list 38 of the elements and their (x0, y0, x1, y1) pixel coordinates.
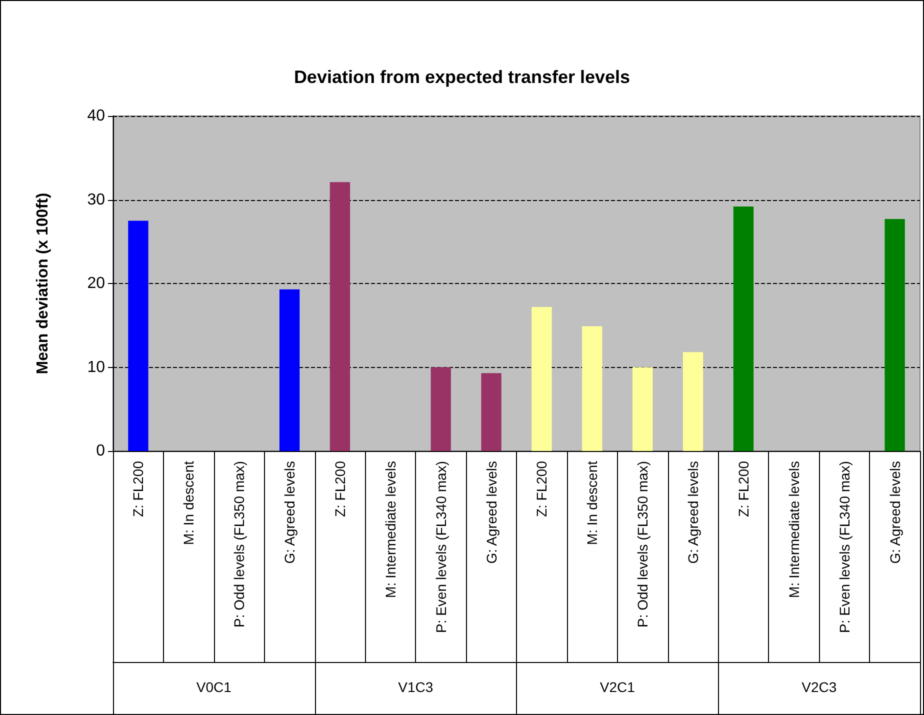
y-tick-label: 40 (87, 108, 106, 124)
x-tick-label: G: Agreed levels (886, 461, 903, 564)
x-tick-label: Z: FL200 (130, 460, 146, 518)
x-tick-label: M: In descent (584, 460, 600, 546)
text: V1C3 (398, 679, 434, 695)
x-tick-label: P: Even levels (FL340 max) (432, 461, 449, 633)
chart-title: Deviation from expected transfer levels (294, 67, 630, 87)
bar (884, 219, 905, 451)
x-tick-label: M: Intermediate levels (382, 461, 398, 598)
bar (128, 220, 148, 451)
y-axis-title: Mean deviation (x 100ft) (34, 192, 52, 374)
x-tick-label: P: Odd levels (FL350 max) (634, 461, 651, 628)
text: V2C3 (802, 679, 837, 695)
bar (532, 306, 552, 451)
bar (330, 182, 350, 451)
x-tick-label: P: Even levels (FL340 max) (836, 461, 852, 633)
x-tick-label: Z: FL200 (534, 460, 550, 518)
text: V2C1 (600, 679, 636, 695)
bar (632, 367, 653, 451)
x-tick-label: M: Intermediate levels (786, 461, 802, 598)
x-tick-label: G: Agreed levels (282, 461, 298, 564)
x-tick-label: Z: FL200 (332, 460, 348, 518)
y-tick-label: 0 (96, 442, 106, 460)
y-tick-label: 10 (87, 358, 106, 376)
bar (733, 206, 754, 451)
text: V0C1 (196, 679, 232, 695)
x-tick-label: P: Odd levels (FL350 max) (231, 461, 248, 628)
x-tick-label: G: Agreed levels (483, 461, 500, 564)
bar (682, 352, 704, 451)
y-tick-label: 20 (87, 275, 106, 292)
bar (481, 373, 502, 451)
x-tick-label: G: Agreed levels (685, 461, 702, 564)
y-tick-label: 30 (87, 191, 106, 208)
bar (279, 289, 300, 451)
bar (430, 367, 451, 451)
x-tick-label: Z: FL200 (735, 460, 752, 518)
bar (582, 326, 602, 451)
x-tick-label: M: In descent (180, 460, 197, 546)
